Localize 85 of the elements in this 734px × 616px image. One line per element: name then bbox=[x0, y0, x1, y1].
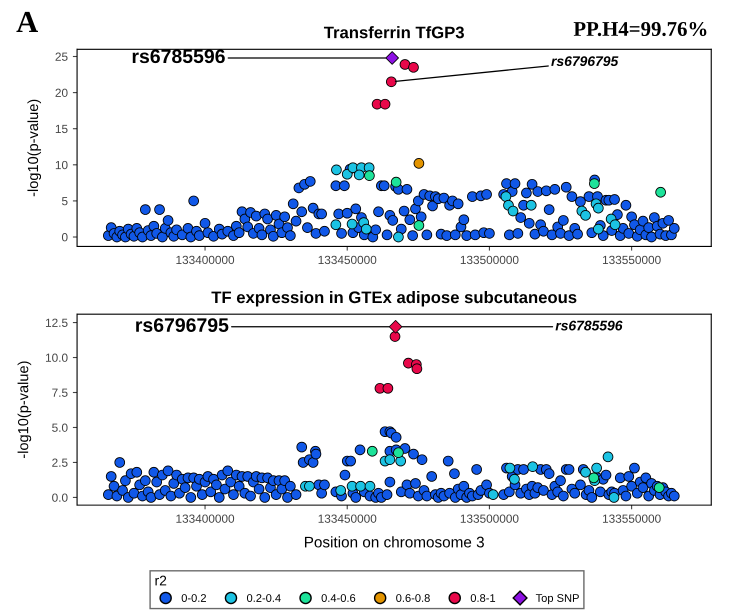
annotation: rs6785596 bbox=[132, 49, 225, 64]
y-tick-label: 5 bbox=[62, 197, 68, 206]
point bbox=[393, 447, 404, 458]
text: PP.H4=99.76% bbox=[574, 22, 706, 36]
y-tick-label: 20 bbox=[56, 88, 68, 97]
annotation: rs6796795 bbox=[551, 56, 618, 66]
point bbox=[366, 446, 378, 457]
point bbox=[400, 59, 410, 70]
point bbox=[610, 219, 620, 230]
x-tick-label: 133550000 bbox=[602, 256, 661, 264]
point bbox=[408, 62, 419, 73]
point bbox=[412, 363, 422, 374]
legend-title: r2 bbox=[155, 576, 166, 586]
point bbox=[382, 382, 394, 394]
point bbox=[386, 76, 397, 88]
y-tick-label: 12.5 bbox=[46, 318, 68, 327]
legend-label: 0-0.2 bbox=[182, 594, 206, 602]
point bbox=[588, 472, 600, 484]
y-tick-label: 15 bbox=[56, 124, 68, 134]
point bbox=[580, 210, 591, 221]
point bbox=[380, 98, 390, 110]
x-tick-label: 133500000 bbox=[460, 256, 519, 264]
point bbox=[388, 320, 402, 334]
point bbox=[488, 489, 498, 500]
point bbox=[390, 176, 402, 188]
y-tick-label: 10.0 bbox=[46, 354, 68, 362]
point bbox=[655, 186, 666, 198]
y-axis-title: -log10(p-value) bbox=[18, 362, 32, 458]
annotation: rs6796795 bbox=[136, 318, 228, 332]
y-tick-label: 0 bbox=[62, 233, 68, 242]
point bbox=[330, 219, 342, 230]
x-tick-label: 133450000 bbox=[318, 514, 376, 523]
x-tick-label: 133450000 bbox=[318, 256, 376, 264]
point bbox=[500, 191, 512, 202]
point bbox=[608, 492, 620, 503]
y-tick-label: 7.5 bbox=[52, 388, 68, 397]
legend-label: 0.4-0.6 bbox=[322, 594, 356, 602]
point bbox=[591, 462, 602, 474]
y-tick-label: 2.5 bbox=[52, 458, 68, 467]
point bbox=[414, 158, 424, 169]
x-tick-label: 133550000 bbox=[602, 514, 661, 523]
x-axis-title: Position on chromosome 3 bbox=[304, 536, 484, 548]
chart-title: Transferrin TfGP3 bbox=[324, 26, 464, 38]
y-tick-label: 0.0 bbox=[52, 493, 68, 502]
x-tick-label: 133400000 bbox=[176, 256, 234, 264]
point bbox=[360, 224, 372, 234]
y-tick-label: 5.0 bbox=[52, 424, 68, 432]
point bbox=[508, 206, 518, 216]
point bbox=[593, 224, 604, 234]
point bbox=[304, 480, 315, 492]
point bbox=[393, 232, 404, 242]
point bbox=[602, 452, 614, 462]
point bbox=[384, 454, 396, 465]
point bbox=[504, 462, 516, 474]
y-axis-title: -log10(p-value) bbox=[27, 100, 42, 196]
point bbox=[395, 456, 406, 466]
legend-label: Top SNP bbox=[536, 594, 579, 604]
point bbox=[526, 200, 537, 211]
point bbox=[509, 474, 520, 485]
legend-label: 0.2-0.4 bbox=[246, 594, 281, 602]
legend-label: 0.6-0.8 bbox=[396, 594, 430, 602]
point bbox=[527, 461, 538, 472]
y-tick-label: 10 bbox=[56, 160, 68, 170]
point bbox=[346, 218, 358, 230]
annotation: rs6785596 bbox=[556, 320, 623, 330]
point bbox=[342, 168, 353, 180]
y-tick-label: 25 bbox=[56, 52, 68, 61]
x-tick-label: 133500000 bbox=[460, 514, 519, 523]
point bbox=[364, 170, 375, 181]
point bbox=[364, 480, 376, 492]
point bbox=[385, 51, 399, 65]
point bbox=[331, 164, 342, 176]
point bbox=[414, 220, 424, 231]
point bbox=[580, 466, 591, 478]
point bbox=[589, 178, 600, 189]
point bbox=[354, 170, 365, 180]
point bbox=[355, 480, 366, 492]
text: A bbox=[16, 12, 38, 32]
point bbox=[346, 480, 358, 492]
point bbox=[593, 202, 604, 214]
x-tick-label: 133400000 bbox=[176, 514, 234, 523]
chart-title: TF expression in GTEx adipose subcutaneous bbox=[211, 290, 576, 307]
point bbox=[335, 485, 346, 496]
point bbox=[390, 331, 400, 342]
legend-label: 0.8-1 bbox=[470, 594, 496, 602]
